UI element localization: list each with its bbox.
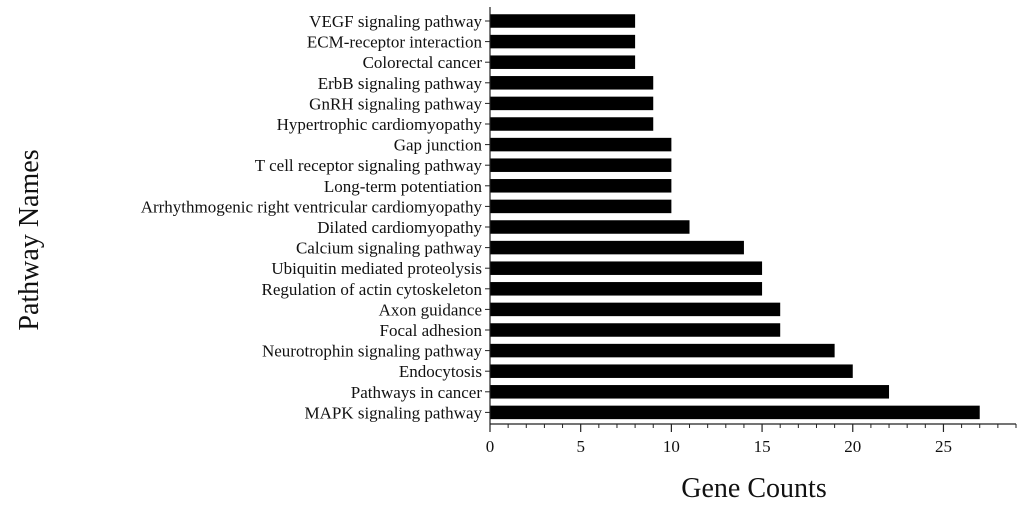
bar [490,261,763,275]
category-label: Regulation of actin cytoskeleton [262,280,483,299]
category-label: ErbB signaling pathway [318,74,483,93]
x-ticks-group: 0 5 10 15 20 25 [486,437,952,456]
category-label: Ubiquitin mediated proteolysis [271,259,482,278]
category-label: Axon guidance [379,300,482,319]
category-label: Endocytosis [399,362,482,381]
category-label: T cell receptor signaling pathway [255,156,483,175]
bar [490,14,636,28]
x-tick-label: 20 [844,437,861,456]
bar [490,405,980,420]
category-label: Long-term potentiation [324,177,483,196]
category-label: Dilated cardiomyopathy [317,218,482,237]
bar [490,117,654,131]
category-label: Arrhythmogenic right ventricular cardiom… [141,197,483,216]
x-tick-label: 0 [486,437,495,456]
category-label: Focal adhesion [380,321,483,340]
bar [490,302,781,317]
category-label: Neurotrophin signaling pathway [262,342,483,361]
bar [490,220,690,234]
category-label: MAPK signaling pathway [304,403,482,422]
bar [490,282,763,296]
bar [490,76,654,90]
bars-group [490,14,980,420]
bar [490,34,636,49]
bar [490,96,654,111]
bar [490,323,781,337]
category-label: Hypertrophic cardiomyopathy [277,115,483,134]
x-tick-label: 10 [663,437,680,456]
category-label: Pathways in cancer [351,383,483,402]
category-label: VEGF signaling pathway [309,12,482,31]
bar [490,179,672,193]
bar [490,343,835,358]
bar [490,55,636,69]
bar [490,158,672,172]
bar [490,240,744,255]
x-axis-title: Gene Counts [681,473,826,504]
bar [490,137,672,152]
axes-group [485,7,1017,432]
x-tick-label: 5 [576,437,585,456]
category-labels-group: VEGF signaling pathway ECM-receptor inter… [141,12,483,422]
category-label: Calcium signaling pathway [296,239,483,258]
x-tick-label: 25 [935,437,952,456]
x-tick-label: 15 [754,437,771,456]
category-label: GnRH signaling pathway [309,94,482,113]
bar [490,199,672,214]
bar [490,385,890,399]
category-label: ECM-receptor interaction [307,33,483,52]
category-label: Gap junction [394,136,483,155]
category-label: Colorectal cancer [363,53,483,72]
y-axis-title: Pathway Names [14,149,45,330]
bar [490,364,853,378]
